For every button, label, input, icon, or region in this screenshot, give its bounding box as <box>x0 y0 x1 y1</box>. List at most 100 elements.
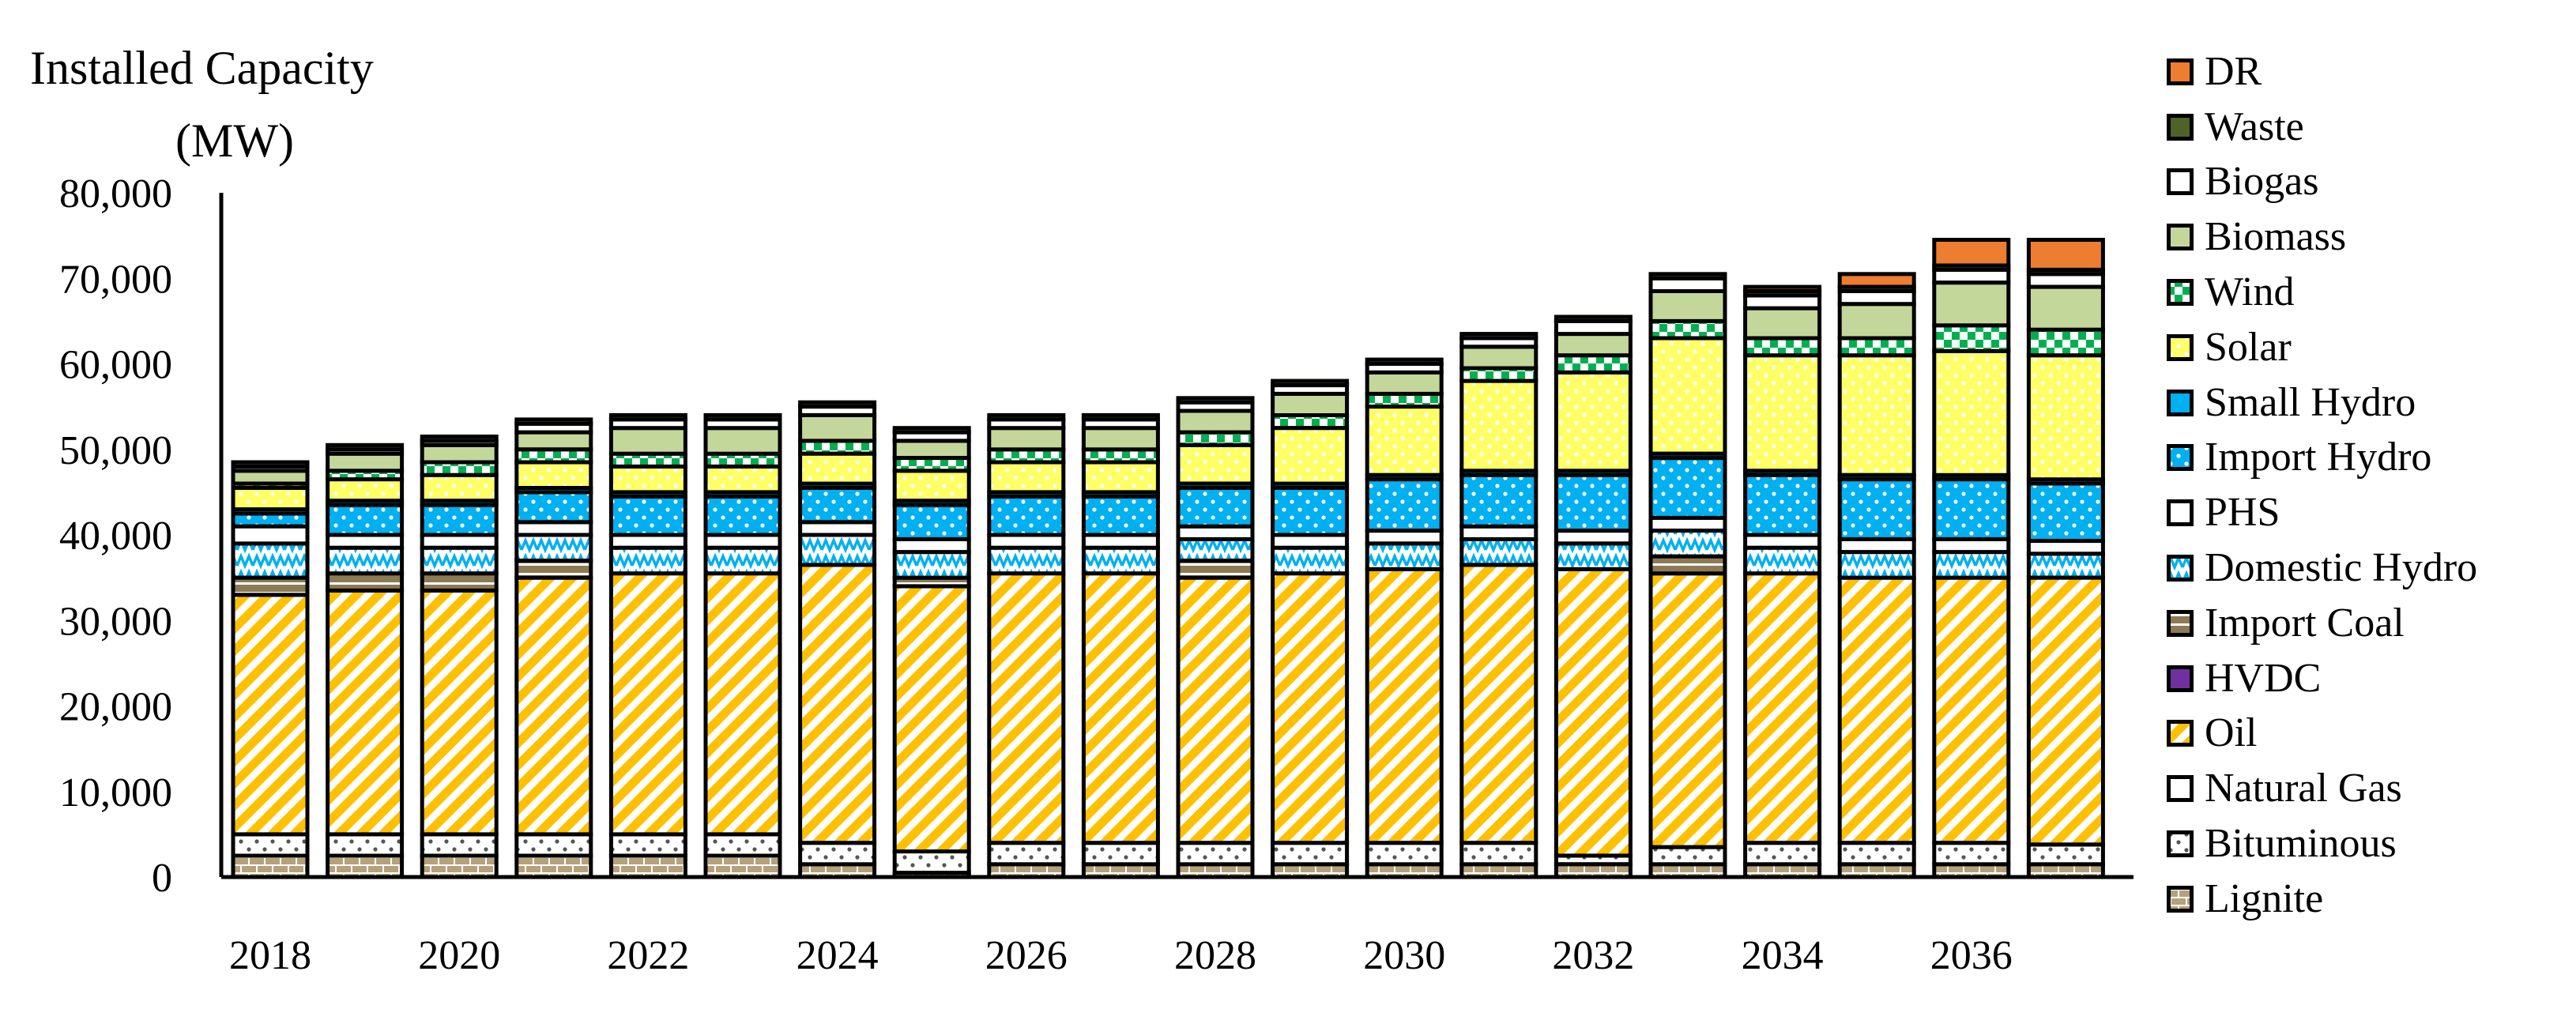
bar-segment-biomass-2036 <box>1932 280 2011 328</box>
legend-label: Biogas <box>2205 159 2319 205</box>
bar-segment-biomass-2034 <box>1743 306 1822 341</box>
bar-segment-waste-2031 <box>1459 332 1538 341</box>
bar-segment-biomass-2020 <box>420 442 499 465</box>
bar-segment-oil-2031 <box>1459 563 1538 845</box>
legend-label: Small Hydro <box>2205 379 2416 425</box>
bar-segment-solar-2035 <box>1837 353 1916 477</box>
legend-label: Waste <box>2205 104 2304 149</box>
bar-segment-waste-2032 <box>1554 314 1633 323</box>
bar-segment-domestic-hydro-2029 <box>1271 545 1350 576</box>
bar-segment-biomass-2021 <box>514 430 593 452</box>
bar-segment-bituminous-2028 <box>1176 841 1255 867</box>
bar-segment-waste-2028 <box>1176 396 1255 405</box>
bar-segment-phs-2018 <box>231 524 310 546</box>
bar-segment-solar-2024 <box>798 451 877 486</box>
bar-segment-wind-2032 <box>1554 353 1633 375</box>
bar-segment-bituminous-2035 <box>1837 841 1916 867</box>
bar-segment-import-hydro-2020 <box>420 503 499 537</box>
bar-segment-phs-2037 <box>2026 539 2105 556</box>
bar-segment-waste-2020 <box>420 435 499 443</box>
bar-segment-bituminous-2027 <box>1081 841 1160 867</box>
bar-segment-biomass-2026 <box>987 426 1066 452</box>
bar-segment-waste-2022 <box>608 412 687 422</box>
bar-2032 <box>1554 314 1633 879</box>
bar-segment-bituminous-2030 <box>1365 841 1444 867</box>
y-tick-label: 80,000 <box>59 171 172 216</box>
bar-segment-biomass-2023 <box>703 426 782 456</box>
bar-2028 <box>1176 396 1255 879</box>
bar-segment-domestic-hydro-2021 <box>514 533 593 563</box>
bar-segment-oil-2018 <box>231 593 310 837</box>
bar-segment-bituminous-2036 <box>1932 841 2011 867</box>
bar-segment-domestic-hydro-2020 <box>420 545 499 576</box>
bar-segment-solar-2027 <box>1081 460 1160 495</box>
bar-segment-import-hydro-2031 <box>1459 472 1538 529</box>
legend-swatch <box>2167 885 2194 913</box>
bar-segment-oil-2034 <box>1743 571 1822 845</box>
bar-2037 <box>2026 238 2105 879</box>
legend-item-hvdc: HVDC <box>2167 651 2570 706</box>
x-tick-label: 2036 <box>1930 933 2013 978</box>
bar-2021 <box>514 417 593 879</box>
bar-segment-oil-2020 <box>420 588 499 837</box>
bar-segment-bituminous-2024 <box>798 841 877 867</box>
bar-segment-import-hydro-2025 <box>892 503 971 541</box>
bar-segment-domestic-hydro-2026 <box>987 545 1066 576</box>
x-tick-label: 2020 <box>418 933 500 978</box>
legend-item-biogas: Biogas <box>2167 155 2570 210</box>
bar-segment-domestic-hydro-2035 <box>1837 550 1916 580</box>
axes-group: 0 10,000 20,000 30,000 40,000 50,000 60,000 70,… <box>59 171 2133 978</box>
y-tick-label: 0 <box>152 856 172 901</box>
bar-segment-lignite-2020 <box>420 853 499 879</box>
bar-2019 <box>326 442 405 879</box>
bar-segment-import-coal-2019 <box>326 571 405 593</box>
bar-segment-wind-2037 <box>2026 327 2105 358</box>
legend-swatch <box>2167 168 2194 196</box>
bar-2024 <box>798 400 877 879</box>
bar-segment-domestic-hydro-2034 <box>1743 545 1822 576</box>
bar-segment-wind-2033 <box>1648 318 1727 341</box>
legend-swatch <box>2167 58 2194 85</box>
bar-segment-solar-2034 <box>1743 353 1822 473</box>
bar-segment-oil-2036 <box>1932 575 2011 845</box>
bar-2030 <box>1365 357 1444 879</box>
bar-segment-solar-2031 <box>1459 378 1538 473</box>
legend-label: Import Coal <box>2205 600 2405 646</box>
bar-segment-import-hydro-2036 <box>1932 477 2011 541</box>
legend-item-bituminous: Bituminous <box>2167 816 2570 872</box>
bars-group <box>231 238 2105 879</box>
legend-swatch <box>2167 830 2194 858</box>
bar-segment-bituminous-2037 <box>2026 842 2105 867</box>
bar-segment-solar-2026 <box>987 460 1066 495</box>
bar-segment-import-hydro-2035 <box>1837 477 1916 541</box>
bar-2036 <box>1932 238 2011 879</box>
legend-item-domestic-hydro: Domestic Hydro <box>2167 540 2570 596</box>
bar-segment-import-hydro-2033 <box>1648 456 1727 520</box>
bar-segment-domestic-hydro-2025 <box>892 550 971 580</box>
bar-segment-domestic-hydro-2031 <box>1459 536 1538 567</box>
bar-segment-lignite-2022 <box>608 853 687 879</box>
bar-segment-import-hydro-2032 <box>1554 472 1633 533</box>
bar-2033 <box>1648 272 1727 879</box>
legend-item-waste: Waste <box>2167 100 2570 155</box>
bar-segment-waste-2024 <box>798 400 877 409</box>
legend-item-phs: PHS <box>2167 485 2570 540</box>
bar-segment-oil-2027 <box>1081 571 1160 845</box>
bar-segment-oil-2024 <box>798 563 877 845</box>
bar-segment-biomass-2029 <box>1271 391 1350 417</box>
bar-segment-biomass-2024 <box>798 412 877 443</box>
bar-segment-bituminous-2034 <box>1743 841 1822 867</box>
legend-swatch <box>2167 389 2194 416</box>
bar-segment-import-hydro-2034 <box>1743 472 1822 537</box>
bar-segment-bituminous-2023 <box>703 832 782 858</box>
legend-item-dr: DR <box>2167 44 2570 100</box>
legend-item-solar: Solar <box>2167 320 2570 375</box>
bar-segment-biomass-2033 <box>1648 289 1727 323</box>
bar-segment-domestic-hydro-2022 <box>608 545 687 576</box>
bar-segment-solar-2032 <box>1554 370 1633 473</box>
legend-label: DR <box>2205 48 2262 94</box>
bar-segment-solar-2021 <box>514 460 593 490</box>
bar-segment-import-hydro-2023 <box>703 494 782 537</box>
bar-segment-biomass-2035 <box>1837 302 1916 341</box>
bar-segment-domestic-hydro-2019 <box>326 545 405 576</box>
